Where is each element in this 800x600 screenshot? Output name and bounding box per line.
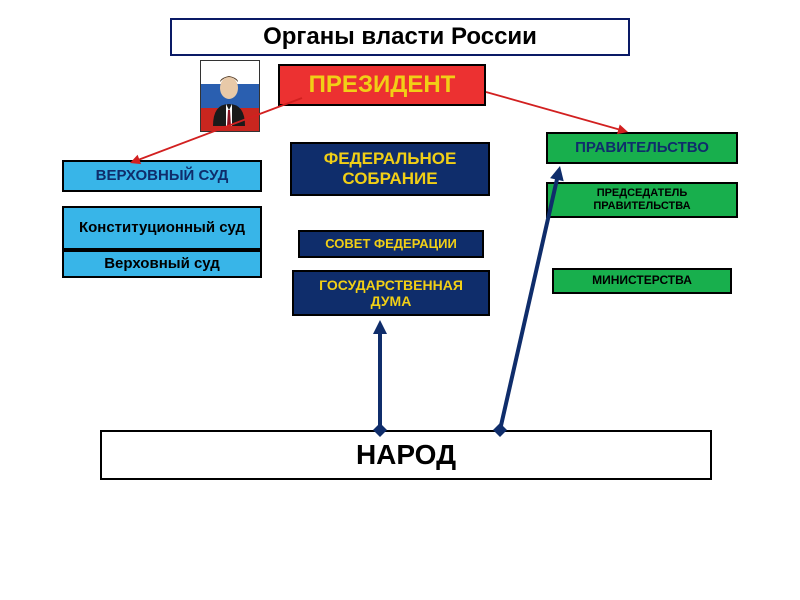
constitutional-court-box: Конституционный суд: [62, 206, 262, 250]
narod-box: НАРОД: [100, 430, 712, 480]
president-label: ПРЕЗИДЕНТ: [309, 71, 456, 99]
pm-box: ПРЕДСЕДАТЕЛЬ ПРАВИТЕЛЬСТВА: [546, 182, 738, 218]
narod-label: НАРОД: [356, 439, 456, 471]
state-duma-box: ГОСУДАРСТВЕННАЯ ДУМА: [292, 270, 490, 316]
supreme-court-title-box: ВЕРХОВНЫЙ СУД: [62, 160, 262, 192]
title-box: Органы власти России: [170, 18, 630, 56]
person-icon: [209, 74, 249, 126]
government-label: ПРАВИТЕЛЬСТВО: [575, 139, 709, 156]
federation-council-box: СОВЕТ ФЕДЕРАЦИИ: [298, 230, 484, 258]
ministries-label: МИНИСТЕРСТВА: [592, 274, 692, 288]
pm-label: ПРЕДСЕДАТЕЛЬ ПРАВИТЕЛЬСТВА: [554, 187, 730, 212]
president-box: ПРЕЗИДЕНТ: [278, 64, 486, 106]
federal-assembly-box: ФЕДЕРАЛЬНОЕ СОБРАНИЕ: [290, 142, 490, 196]
title-text: Органы власти России: [263, 23, 537, 51]
ministries-box: МИНИСТЕРСТВА: [552, 268, 732, 294]
federation-council-label: СОВЕТ ФЕДЕРАЦИИ: [325, 237, 457, 252]
constitutional-court-label: Конституционный суд: [79, 219, 245, 236]
supreme-court-2-box: Верховный суд: [62, 250, 262, 278]
federal-assembly-label: ФЕДЕРАЛЬНОЕ СОБРАНИЕ: [298, 149, 482, 188]
state-duma-label: ГОСУДАРСТВЕННАЯ ДУМА: [300, 277, 482, 309]
supreme-court-2-label: Верховный суд: [104, 255, 220, 272]
supreme-court-title-label: ВЕРХОВНЫЙ СУД: [96, 167, 229, 184]
government-box: ПРАВИТЕЛЬСТВО: [546, 132, 738, 164]
president-portrait: [200, 60, 258, 130]
